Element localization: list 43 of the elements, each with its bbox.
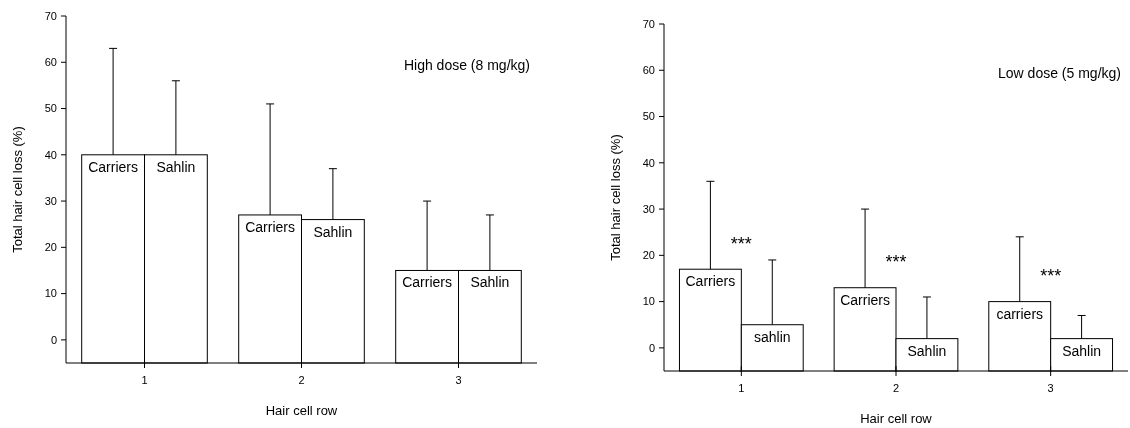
y-tick-label: 40: [44, 148, 57, 161]
y-tick-label: 60: [642, 64, 655, 77]
annotation: Sahlin: [1062, 342, 1102, 359]
x-tick-label: 1: [141, 374, 148, 386]
annotation: carriers: [996, 305, 1044, 322]
annotation: ***: [1040, 265, 1062, 286]
y-tick-label: 30: [642, 202, 655, 215]
annotation: Carriers: [88, 158, 138, 175]
x-tick-label: 3: [1047, 382, 1054, 394]
y-tick-label: 10: [44, 287, 57, 300]
y-tick-label: 50: [44, 102, 57, 115]
y-tick-label: 20: [642, 249, 655, 262]
annotation: Sahlin: [907, 342, 947, 359]
annotation: Sahlin: [470, 274, 510, 291]
y-tick-label: 70: [44, 9, 57, 22]
text: High dose (8 mg/kg): [403, 57, 530, 73]
x-tick-label: 3: [455, 374, 462, 386]
annotation: ***: [730, 233, 752, 254]
y-tick-label: 60: [44, 56, 57, 69]
y-axis-title: Total hair cell loss (%): [608, 134, 623, 261]
y-tick-label: 0: [50, 333, 57, 346]
y-tick-label: 20: [44, 241, 57, 254]
x-axis-title: Hair cell row: [265, 403, 338, 418]
y-tick-label: 40: [642, 156, 655, 169]
text: Low dose (5 mg/kg): [998, 65, 1121, 81]
annotation: ***: [885, 252, 907, 273]
y-tick-label: 50: [642, 110, 655, 123]
y-tick-label: 30: [44, 194, 57, 207]
x-tick-label: 2: [298, 374, 305, 386]
annotation: Carriers: [245, 218, 295, 235]
annotation: Carriers: [402, 274, 452, 291]
annotation: Sahlin: [313, 223, 353, 240]
annotation: sahlin: [753, 328, 791, 345]
annotation: Sahlin: [156, 158, 196, 175]
y-tick-label: 70: [642, 17, 655, 30]
y-tick-label: 10: [642, 295, 655, 308]
x-axis-title: Hair cell row: [860, 411, 933, 426]
annotation: Carriers: [685, 273, 736, 290]
annotation: Carriers: [840, 291, 890, 308]
x-tick-label: 2: [892, 382, 900, 394]
y-tick-label: 0: [648, 341, 655, 354]
x-tick-label: 1: [738, 382, 745, 394]
y-axis-title: Total hair cell loss (%): [10, 126, 25, 253]
